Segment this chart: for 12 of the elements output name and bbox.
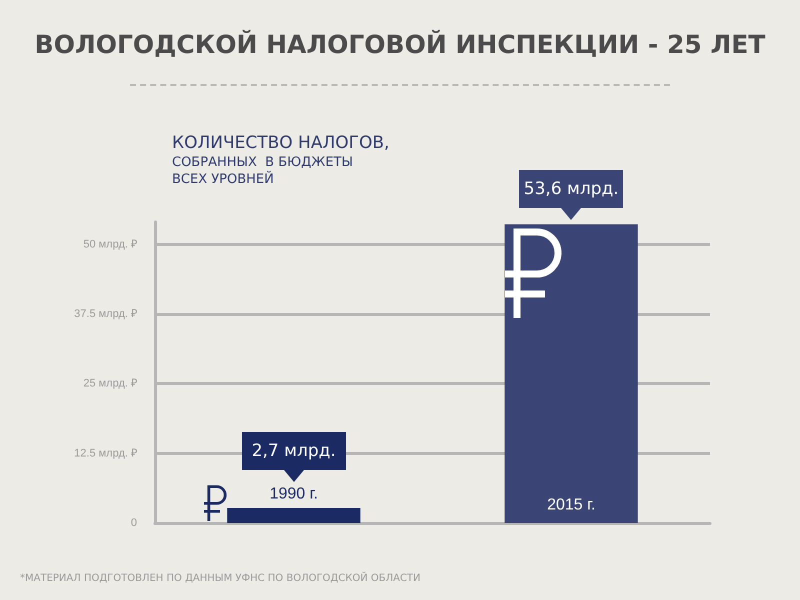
chart-title: ВОЛОГОДСКОЙ НАЛОГОВОЙ ИНСПЕКЦИИ - 25 ЛЕТ bbox=[34, 30, 766, 59]
data-label: 53,6 млрд. bbox=[519, 170, 624, 208]
chart-subtitle: КОЛИЧЕСТВО НАЛОГОВ, СОБРАННЫХ В БЮДЖЕТЫ ВСЕХ УРОВНЕЙ bbox=[172, 132, 390, 188]
y-tick-label: 0 bbox=[130, 517, 137, 529]
y-tick-label: 37.5 млрд. ₽ bbox=[74, 308, 137, 320]
x-tick-label: 1990 г. bbox=[270, 485, 318, 502]
text: *МАТЕРИАЛ ПОДГОТОВЛЕН ПО ДАННЫМ УФНС ПО ВОЛОГОДСКОЙ ОБЛАСТИ bbox=[20, 573, 421, 584]
y-tick-label: 25 млрд. ₽ bbox=[83, 378, 137, 390]
y-tick-label: 12.5 млрд. ₽ bbox=[74, 447, 137, 460]
y-tick-label: 50 млрд. ₽ bbox=[83, 238, 137, 250]
x-tick-label: 2015 г. bbox=[547, 496, 596, 514]
data-label: 2,7 млрд. bbox=[242, 432, 346, 470]
